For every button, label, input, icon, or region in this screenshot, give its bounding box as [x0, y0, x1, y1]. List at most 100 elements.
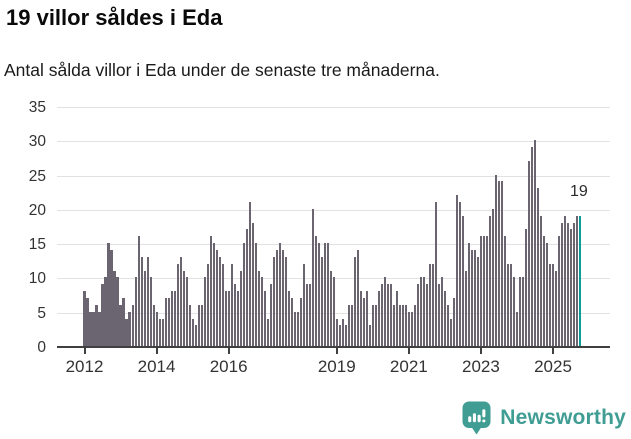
bar — [482, 236, 485, 346]
bar — [299, 298, 302, 346]
bar — [227, 291, 230, 346]
bar — [443, 291, 446, 346]
bar — [380, 284, 383, 346]
y-axis-tick-label: 15 — [28, 236, 46, 254]
bar — [347, 304, 350, 346]
bar — [395, 291, 398, 346]
bar — [149, 277, 152, 346]
bar — [491, 208, 494, 346]
bar — [551, 263, 555, 346]
bar — [182, 270, 185, 346]
bar — [419, 277, 422, 346]
bar — [137, 236, 140, 346]
bar — [341, 318, 344, 346]
bar — [101, 284, 104, 346]
bar — [140, 256, 143, 346]
bar — [284, 256, 287, 346]
bar — [332, 277, 335, 346]
bar — [197, 304, 200, 346]
bar — [428, 263, 431, 346]
x-axis-tick-label: 2019 — [317, 357, 356, 376]
bar — [560, 222, 564, 346]
bar — [143, 270, 146, 346]
x-axis-tick — [407, 348, 410, 354]
bar — [128, 311, 131, 346]
bar — [293, 311, 296, 346]
bar — [344, 325, 347, 346]
bar — [410, 311, 413, 346]
bar — [113, 270, 116, 346]
bar — [335, 318, 338, 346]
bar — [500, 181, 503, 346]
bar — [350, 304, 353, 346]
bar — [356, 250, 359, 346]
y-axis-tick-label: 20 — [28, 201, 46, 219]
bar — [497, 181, 500, 346]
bar — [233, 284, 236, 346]
bar — [251, 222, 254, 346]
bar — [191, 318, 194, 346]
bar — [422, 277, 425, 346]
bar — [353, 256, 356, 346]
bar — [326, 243, 329, 346]
bar — [254, 243, 257, 346]
bar — [272, 256, 275, 346]
bar — [404, 304, 407, 346]
bar — [281, 250, 284, 346]
y-axis-tick-label: 0 — [37, 339, 46, 356]
bar — [452, 298, 455, 346]
bar — [86, 298, 89, 346]
bar — [164, 298, 167, 346]
chart-title: 19 villor såldes i Eda — [6, 5, 223, 30]
bar — [509, 263, 513, 346]
bar — [521, 277, 525, 346]
bar — [494, 174, 497, 346]
bar — [236, 291, 239, 346]
bar — [431, 263, 434, 346]
bar — [434, 202, 437, 346]
bar — [287, 291, 290, 346]
bar — [488, 215, 491, 346]
x-axis-tick — [155, 348, 158, 354]
bar-chart: 0 5 10 15 20 25 30 35 2012 2014 2016 2019 2021 2023 20… — [28, 99, 610, 376]
bar — [563, 215, 567, 346]
bar — [224, 291, 227, 346]
bar — [485, 236, 488, 346]
bar — [533, 140, 537, 346]
chart-subtitle: Antal sålda villor i Eda under de senast… — [4, 60, 440, 80]
bar — [518, 277, 522, 346]
bar — [377, 291, 380, 346]
bar — [545, 243, 549, 346]
bar — [461, 215, 464, 346]
x-axis-tick-label: 2016 — [209, 357, 248, 376]
bar — [221, 263, 224, 346]
bar — [308, 284, 311, 346]
bar — [476, 256, 479, 346]
bar — [161, 318, 164, 346]
bar — [425, 284, 428, 346]
bar — [566, 222, 570, 346]
gridline-y30 — [57, 141, 610, 142]
bar — [185, 277, 188, 346]
bar — [206, 263, 209, 346]
bar — [155, 311, 158, 346]
bar — [95, 304, 98, 346]
y-axis-tick-label: 30 — [28, 133, 46, 151]
bar — [302, 263, 305, 346]
bar — [470, 250, 473, 346]
bar — [290, 298, 293, 346]
bar — [542, 236, 546, 346]
bar — [362, 298, 365, 346]
gridline-y35 — [57, 107, 610, 108]
bar — [539, 215, 543, 346]
bar — [464, 270, 467, 346]
bar — [458, 202, 461, 346]
brand-footer: Newsworthy — [461, 400, 626, 436]
bar — [104, 277, 107, 346]
gridline-y20 — [57, 210, 610, 211]
bar — [218, 256, 221, 346]
bar — [320, 256, 323, 346]
bar — [230, 263, 233, 346]
bar — [398, 304, 401, 346]
bar — [119, 304, 122, 346]
